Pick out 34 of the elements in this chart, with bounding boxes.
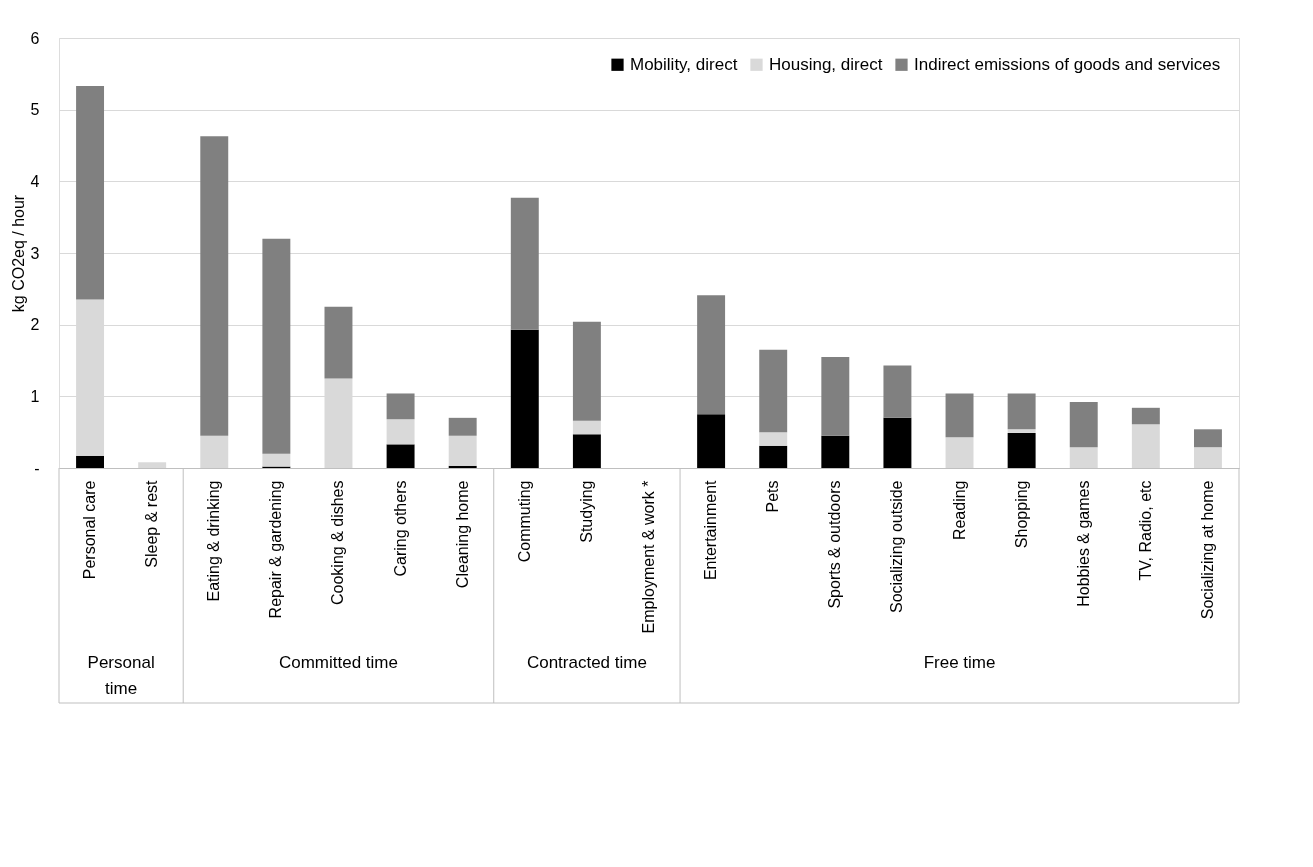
text: Contracted time <box>526 653 647 672</box>
x-tick-label: Entertainment <box>702 479 720 581</box>
x-tick-label: Eating & drinking <box>205 480 223 602</box>
x-tick-label: Repair & gardening <box>267 480 285 619</box>
x-tick-label: Sports & outdoors <box>826 480 844 609</box>
text: Personal time <box>87 653 155 698</box>
y-tick-label: 5 <box>30 101 40 119</box>
x-tick-label: Caring others <box>391 480 409 577</box>
x-tick-label: Sleep & rest <box>143 479 161 568</box>
text: Free time <box>923 653 996 672</box>
y-tick-label: 2 <box>30 316 40 334</box>
y-tick-label: 4 <box>30 172 40 190</box>
text: Committed time <box>278 653 398 672</box>
x-tick-label: Personal care <box>81 480 99 580</box>
x-tick-label: Studying <box>577 480 595 543</box>
x-tick-label: Socializing outside <box>888 480 906 614</box>
x-tick-label: Socializing at home <box>1198 480 1216 620</box>
x-tick-label: Pets <box>764 480 782 513</box>
legend-label: Housing, direct <box>769 54 883 74</box>
x-tick-label: TV, Radio, etc <box>1136 480 1154 581</box>
y-tick-label: 6 <box>30 29 40 47</box>
y-tick-label: 3 <box>30 244 40 262</box>
x-tick-label: Shopping <box>1012 480 1030 549</box>
legend-label: Mobility, direct <box>630 54 738 74</box>
x-tick-label: Reading <box>950 480 968 541</box>
x-tick-label: Commuting <box>515 480 533 563</box>
y-tick-label: 1 <box>30 387 40 405</box>
y-tick-label: - <box>34 459 40 477</box>
x-tick-label: Employment & work * <box>640 480 657 634</box>
x-tick-label: Cooking & dishes <box>329 480 347 606</box>
legend-label: Indirect emissions of goods and services <box>914 54 1221 74</box>
x-tick-label: Hobbies & games <box>1074 480 1092 607</box>
x-tick-label: Cleaning home <box>453 480 471 589</box>
y-axis-title: kg CO2eq / hour <box>9 194 27 313</box>
